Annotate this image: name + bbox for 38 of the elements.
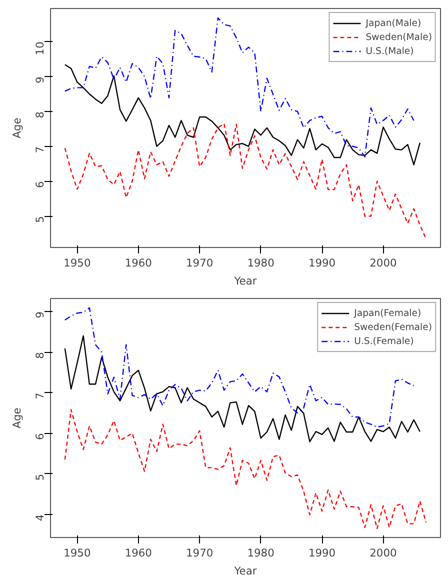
y-tick-label: 6 bbox=[34, 180, 46, 188]
x-tick-label: 2000 bbox=[370, 256, 397, 270]
x-tick-label: 1990 bbox=[308, 256, 336, 270]
x-tick-label: 1980 bbox=[247, 256, 275, 270]
x-tick-label: 1970 bbox=[186, 256, 214, 270]
legend-label: Sweden(Male) bbox=[366, 30, 432, 44]
y-tick-label: 8 bbox=[34, 111, 46, 118]
y-axis-title: Age bbox=[10, 408, 24, 428]
y-tick-label: 9 bbox=[34, 76, 46, 84]
legend-label: Japan(Female) bbox=[354, 306, 422, 320]
x-tick-label: 1950 bbox=[64, 546, 91, 560]
x-axis-title: Year bbox=[233, 274, 258, 288]
legend-label: U.S.(Female) bbox=[354, 334, 414, 348]
y-tick-label: 4 bbox=[34, 514, 46, 522]
y-tick-label: 10 bbox=[34, 41, 46, 56]
line-series bbox=[64, 409, 427, 530]
x-tick-label: 1960 bbox=[124, 256, 152, 270]
x-tick-label: 1970 bbox=[186, 546, 214, 560]
y-tick-label: 7 bbox=[34, 146, 46, 154]
legend-label: Japan(Male) bbox=[366, 16, 422, 30]
x-tick-label: 1950 bbox=[64, 256, 91, 270]
y-axis-title: Age bbox=[10, 118, 24, 138]
legend-label: U.S.(Male) bbox=[366, 44, 414, 58]
line-series bbox=[64, 335, 421, 442]
y-tick-label: 7 bbox=[34, 392, 46, 400]
x-tick-label: 1980 bbox=[247, 546, 275, 560]
legend-label: Sweden(Female) bbox=[354, 320, 432, 334]
line-series bbox=[64, 123, 427, 240]
y-tick-label: 9 bbox=[34, 311, 46, 318]
x-tick-label: 1960 bbox=[124, 546, 152, 560]
x-axis-title: Year bbox=[233, 564, 258, 578]
y-tick-label: 5 bbox=[34, 474, 46, 481]
x-tick-label: 2000 bbox=[370, 546, 397, 560]
line-series bbox=[64, 64, 421, 166]
y-tick-label: 6 bbox=[34, 432, 46, 440]
x-tick-label: 1990 bbox=[308, 546, 336, 560]
y-tick-label: 5 bbox=[34, 216, 46, 223]
y-tick-label: 8 bbox=[34, 352, 46, 359]
